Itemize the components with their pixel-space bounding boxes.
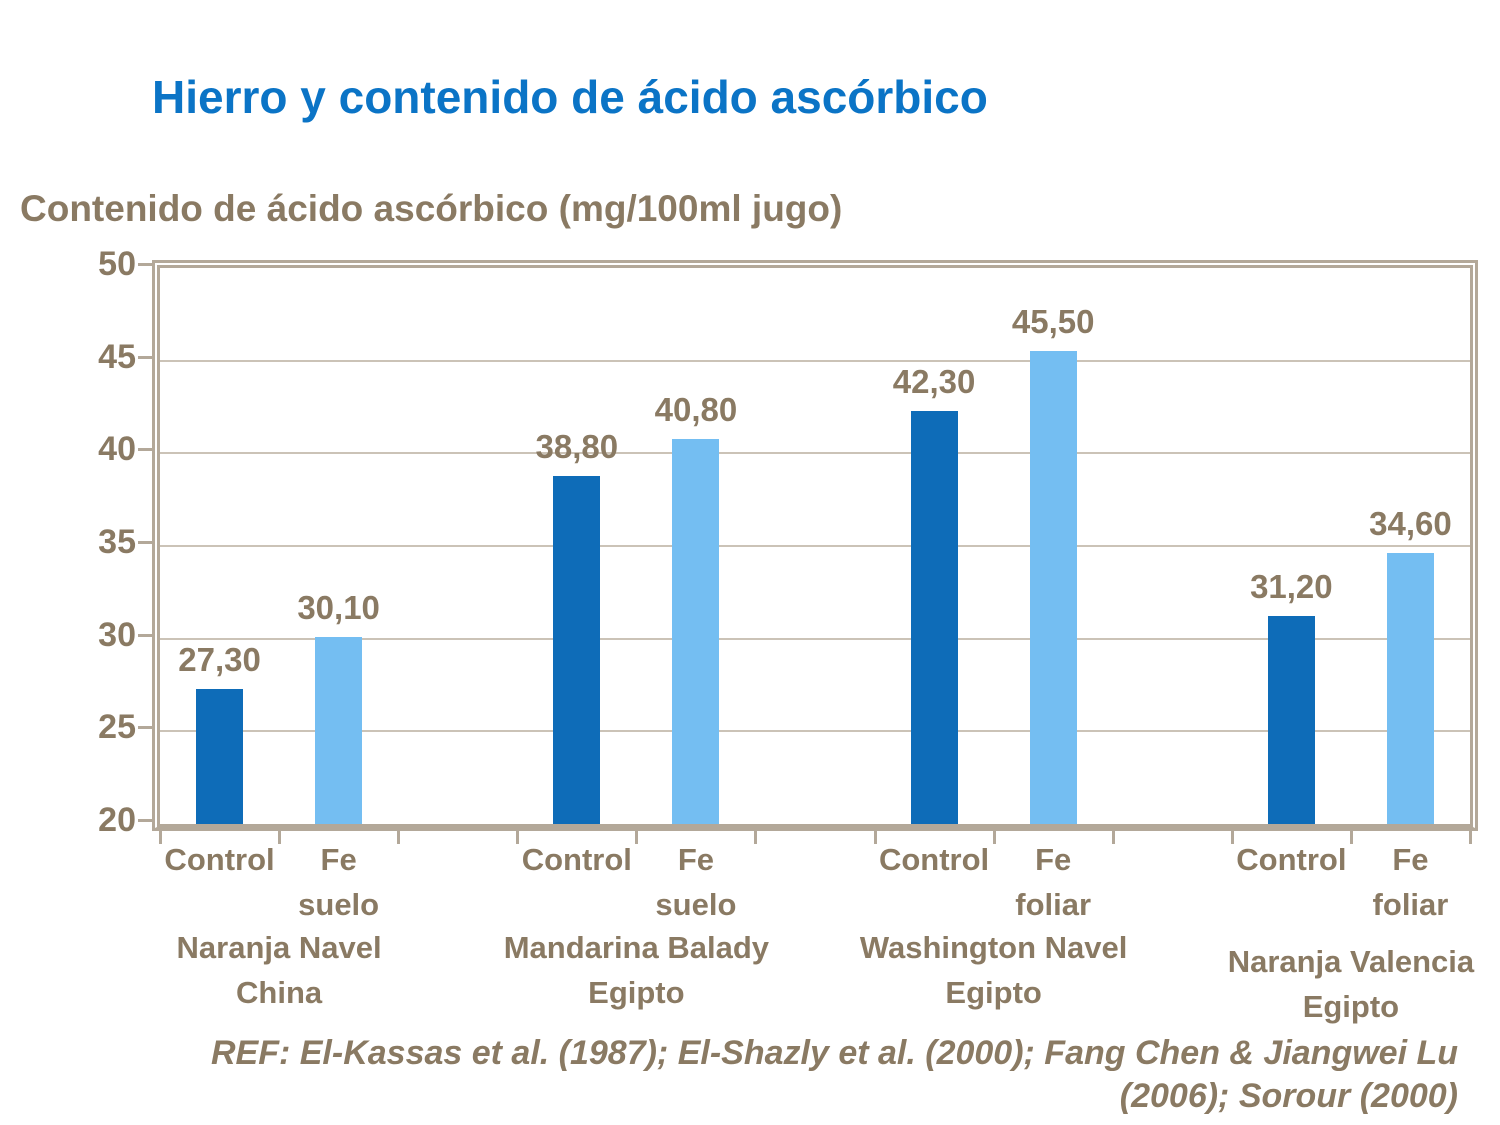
x-axis-label: Fe [320,842,357,877]
bar-group1-fe [315,636,363,824]
x-axis-label: Control [878,842,990,877]
group-label: China [236,975,323,1010]
group-label: Naranja Valencia [1227,944,1475,979]
y-axis-tick-label: 20 [98,801,136,839]
bar-value-label: 34,60 [1369,505,1452,543]
gridline [160,730,1470,733]
bar-value-label: 27,30 [178,640,261,678]
x-axis-tick [754,831,758,844]
y-axis-tick-label: 30 [98,615,136,654]
x-axis-label: Control [521,842,632,877]
reference-text: REF: El-Kassas et al. (1987); El-Shazly … [211,1032,1458,1118]
reference-line-2: (2006); Sorour (2000) [1119,1077,1458,1115]
x-axis-label: suelo [298,887,380,922]
bar-value-label: 42,30 [892,362,976,400]
x-axis-tick [1469,831,1472,844]
bar-group3-control [910,410,958,824]
bar-group1-control [196,688,244,824]
y-axis-tick [138,819,152,822]
y-axis-tick-label: 40 [98,430,136,469]
x-axis-tick [159,831,162,844]
plot-area [152,260,1478,831]
gridline [160,637,1470,640]
x-axis-tick [635,831,639,844]
bar-value-label: 31,20 [1250,568,1333,606]
y-axis-tick [138,263,152,266]
y-axis-tick [138,541,152,544]
x-axis-tick [873,831,877,844]
bar-group4-control [1267,616,1315,824]
x-axis-label: foliar [1372,887,1449,922]
y-axis-tick [138,726,152,730]
y-axis-tick [138,448,152,452]
x-axis-tick [1349,831,1353,844]
bar-group2-fe [672,438,720,824]
x-axis-tick [992,831,996,844]
x-axis-label: Fe [1035,842,1072,877]
y-axis-title: Contenido de ácido ascórbico (mg/100ml j… [20,188,843,229]
group-label: Mandarina Balady [503,930,770,965]
x-axis-label: Fe [1392,842,1429,877]
bar-value-label: 30,10 [297,588,380,626]
y-axis-tick-label: 50 [98,245,136,283]
y-axis-tick-label: 45 [98,337,136,376]
x-axis-tick [397,831,401,844]
reference-line-1: REF: El-Kassas et al. (1987); El-Shazly … [210,1034,1458,1072]
page-title: Hierro y contenido de ácido ascórbico [152,71,988,123]
bar-group4-fe [1386,553,1434,824]
x-axis-tick [1111,831,1115,844]
x-axis-label: foliar [1015,887,1092,922]
y-axis-tick [138,355,152,359]
gridline [160,359,1470,362]
x-axis-tick [278,831,282,844]
x-axis-label: Control [1236,842,1347,877]
y-axis-tick-label: 35 [98,523,136,561]
bar-value-label: 40,80 [654,390,738,428]
group-label: Naranja Navel [176,930,382,965]
bar-value-label: 45,50 [1011,303,1095,341]
x-axis-label: Fe [677,842,714,877]
y-axis-tick-label: 25 [98,708,136,747]
x-axis-tick [516,831,520,844]
group-label: Washington Navel [859,930,1128,965]
bar-value-label: 38,80 [535,427,619,465]
gridline [160,452,1470,455]
x-axis-tick [1230,831,1234,844]
group-label: Egipto [588,975,685,1010]
bar-group3-fe [1029,351,1077,824]
gridline [160,545,1470,547]
x-axis-label: suelo [655,887,737,922]
group-label: Egipto [1302,989,1400,1024]
x-axis-label: Control [164,842,275,877]
bar-group2-control [553,475,601,824]
group-label: Egipto [945,975,1042,1010]
y-axis-tick [138,633,152,637]
